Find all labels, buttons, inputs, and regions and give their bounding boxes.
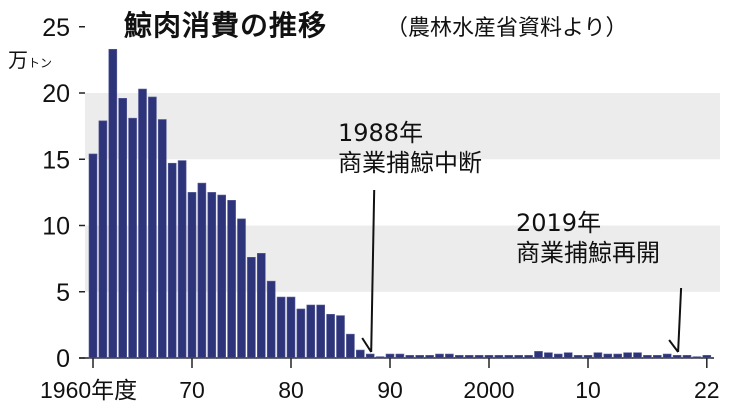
y-axis-unit: 万トン (8, 44, 52, 73)
x-tick-label: 2000 (463, 377, 514, 403)
bar-1973 (217, 194, 226, 359)
bar-2016 (643, 355, 652, 359)
bar-2000 (484, 355, 494, 359)
chart-title: 鯨肉消費の推移 (124, 9, 328, 42)
bar-1963 (118, 98, 127, 359)
y-tick-label: 5 (56, 279, 70, 307)
annotation-2019-year: 2019年 (516, 209, 602, 237)
bar-1999 (474, 355, 484, 359)
bar-1986 (346, 333, 355, 359)
bar-1980 (286, 296, 296, 359)
bar-1971 (197, 182, 207, 359)
bar-2007 (553, 353, 563, 359)
bar-2012 (603, 353, 613, 359)
annotation-1988-year: 1988年 (338, 119, 424, 147)
bar-1989 (375, 356, 385, 359)
bar-2005 (534, 351, 543, 359)
bar-2020 (682, 355, 692, 359)
bar-2017 (652, 355, 662, 359)
annotation-2019: 2019年 商業捕鯨再開 (516, 208, 660, 268)
bar-1962 (108, 48, 118, 359)
bar-2013 (613, 353, 623, 359)
bar-2008 (563, 352, 573, 359)
annotation-1988-text: 商業捕鯨中断 (338, 149, 482, 177)
bar-2003 (514, 355, 524, 359)
bar-1978 (266, 280, 276, 359)
bar-2004 (524, 355, 533, 359)
bar-2014 (623, 352, 632, 359)
bar-2001 (494, 355, 504, 359)
bar-1990 (385, 353, 395, 359)
x-tick-label: 10 (575, 377, 601, 403)
bar-1997 (454, 355, 464, 359)
bar-1988 (365, 353, 375, 359)
bar-1985 (336, 315, 345, 359)
bar-1975 (237, 218, 246, 359)
bar-1966 (148, 96, 157, 359)
annotation-1988-line (361, 189, 376, 353)
bar-1998 (464, 355, 474, 359)
annotation-2019-text: 商業捕鯨再開 (516, 239, 660, 267)
annotation-2019-line (668, 287, 683, 353)
bar-1991 (395, 353, 405, 359)
y-tick-label: 15 (42, 146, 70, 174)
bar-1968 (167, 162, 177, 359)
bar-2015 (633, 352, 642, 359)
bar-1983 (316, 304, 326, 359)
x-tick-label: 80 (278, 377, 304, 403)
y-tick-label: 10 (42, 213, 70, 241)
bar-1969 (177, 160, 187, 359)
y-tick-label: 0 (56, 345, 70, 373)
bar-1993 (415, 355, 425, 359)
bar-1977 (256, 253, 266, 359)
bar-1984 (326, 313, 335, 359)
chart-subtitle: （農林水産省資料より） (386, 16, 628, 41)
bar-1967 (158, 119, 167, 359)
grid-band (85, 93, 720, 160)
bar-2010 (583, 355, 593, 359)
y-tick-label: 25 (42, 14, 70, 42)
bar-2009 (573, 355, 583, 359)
bar-2019 (672, 355, 682, 359)
annotation-1988: 1988年 商業捕鯨中断 (338, 118, 482, 178)
bar-1992 (405, 355, 415, 359)
bar-2006 (544, 352, 553, 359)
x-tick-label: 1960年度 (40, 377, 137, 403)
bar-1972 (207, 192, 217, 359)
bar-1970 (187, 192, 197, 359)
y-tick-label: 20 (42, 80, 70, 108)
bar-1987 (355, 349, 365, 359)
bar-2011 (593, 352, 603, 359)
x-tick-label: 22 (694, 377, 720, 403)
bar-1994 (425, 355, 434, 359)
y-unit-small: トン (28, 56, 53, 70)
bar-1995 (435, 353, 444, 359)
y-unit-main: 万 (8, 48, 28, 72)
bar-1965 (138, 88, 147, 359)
bar-1996 (445, 353, 454, 359)
bar-1982 (306, 304, 316, 359)
bar-2022 (702, 355, 712, 359)
bar-1960 (88, 153, 98, 359)
bar-1981 (296, 308, 306, 359)
bar-1979 (276, 296, 286, 359)
bar-1961 (98, 120, 108, 359)
bar-2002 (504, 355, 514, 359)
bar-1976 (247, 256, 256, 359)
x-tick-label: 70 (179, 377, 205, 403)
x-tick-label: 90 (377, 377, 403, 403)
bar-2021 (692, 356, 702, 359)
bar-1974 (227, 200, 236, 359)
bar-2018 (662, 353, 672, 359)
bar-1964 (128, 117, 137, 359)
